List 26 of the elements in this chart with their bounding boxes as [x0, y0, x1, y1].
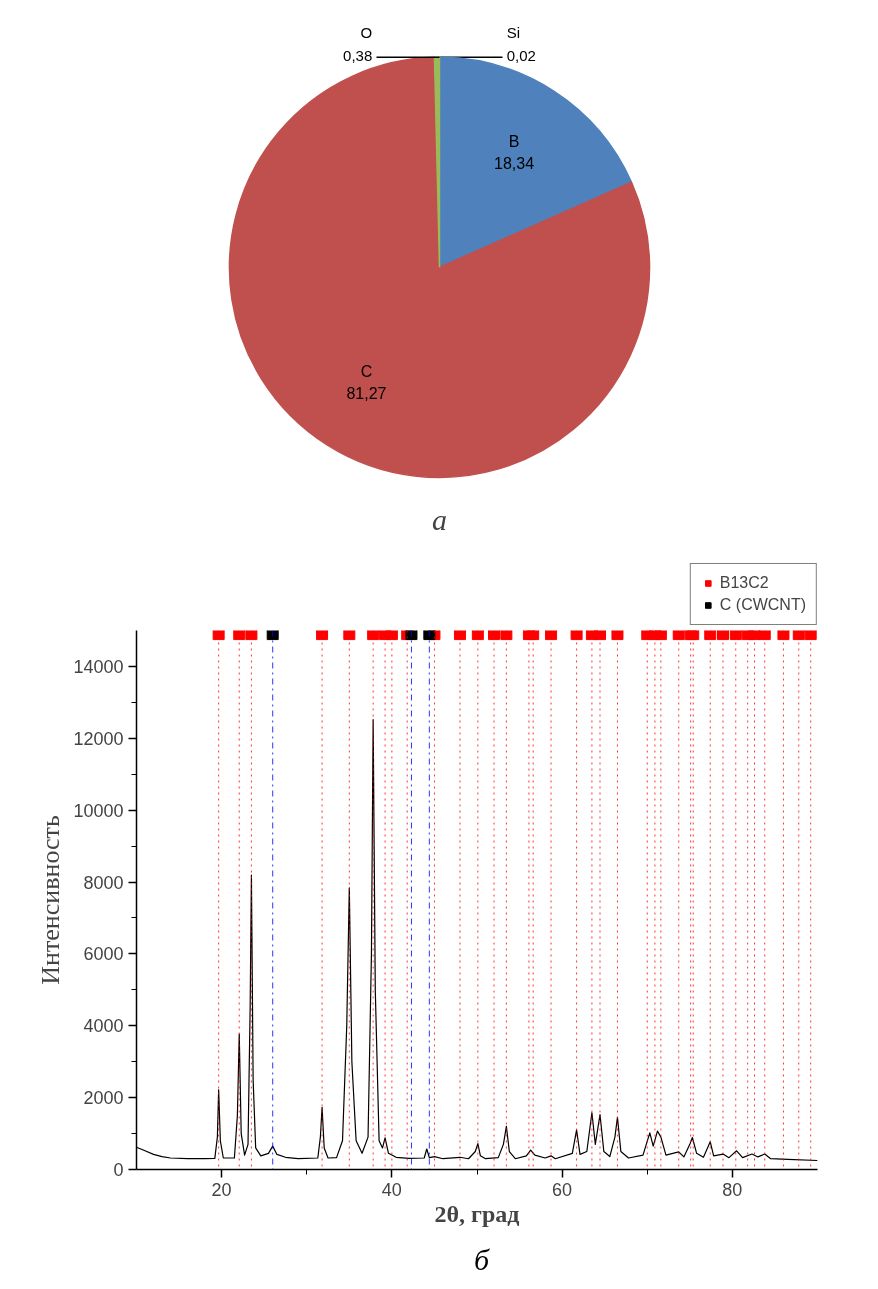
slice-label: C [360, 363, 373, 381]
x-tick-label: 80 [722, 1179, 743, 1200]
y-tick-label: 4000 [83, 1016, 124, 1037]
y-tick-label: 12000 [73, 728, 124, 749]
data-label: 0,38 [343, 46, 373, 64]
data-label: 0,02 [506, 46, 536, 64]
y-tick-label: 14000 [73, 656, 124, 677]
x-tick-label: 40 [381, 1179, 402, 1200]
y-tick-label: 8000 [83, 872, 124, 893]
slice-label: B [508, 133, 520, 151]
legend-label: C (CWCNT) [719, 596, 806, 614]
y-tick-label: 2000 [83, 1088, 124, 1109]
data-label: 81,27 [346, 385, 387, 403]
y-tick-label: 10000 [73, 800, 124, 821]
slice-label: O [360, 24, 373, 42]
y-tick-label: 0 [113, 1160, 124, 1180]
y-axis-title: Интенсивность [36, 815, 66, 985]
data-label: 18,34 [494, 155, 535, 173]
slice-label: Si [506, 24, 521, 42]
text: а [432, 502, 447, 536]
x-tick-label: 60 [552, 1179, 573, 1200]
text: б [474, 1243, 491, 1276]
y-tick-label: 6000 [83, 944, 124, 965]
x-axis-title: 2θ, град [434, 1200, 520, 1227]
legend-label: B13C2 [719, 574, 769, 592]
x-tick-label: 20 [211, 1179, 232, 1200]
